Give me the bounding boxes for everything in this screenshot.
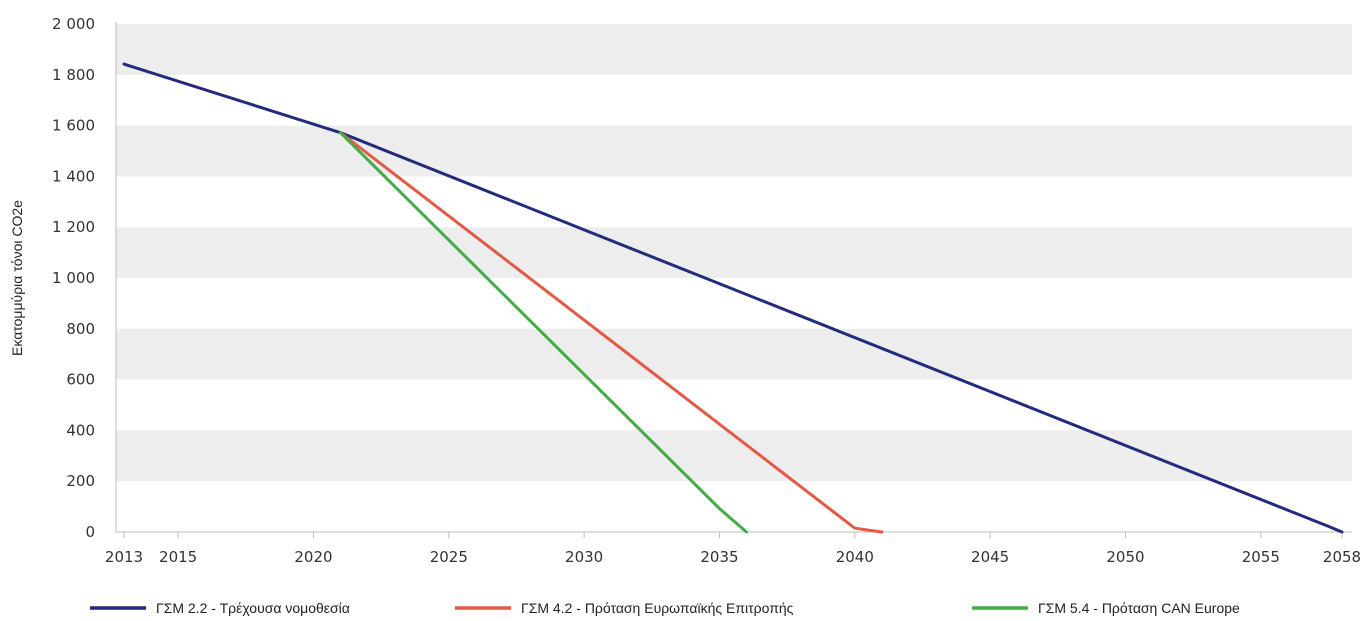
- x-tick-label: 2025: [430, 548, 468, 566]
- x-tick-labels: 2013 2015 2020 2025 2030 2035 2040 2045 2050 2055…: [105, 532, 1361, 566]
- x-tick-label: 2040: [836, 548, 874, 566]
- y-tick-label: 2 000: [52, 15, 95, 33]
- y-tick-label: 1 800: [52, 66, 95, 84]
- y-tick-label: 400: [66, 421, 95, 439]
- grid-band: [116, 227, 1352, 278]
- grid-band: [116, 328, 1352, 380]
- grid-band: [116, 24, 1352, 75]
- legend: ΓΣΜ 2.2 - Τρέχουσα νομοθεσία ΓΣΜ 4.2 - Πρ…: [90, 600, 1240, 616]
- y-tick-label: 1 000: [52, 269, 95, 287]
- x-tick-label: 2013: [105, 548, 143, 566]
- x-tick-label: 2058: [1323, 548, 1361, 566]
- grid-band: [116, 430, 1352, 482]
- y-tick-label: 800: [66, 320, 95, 338]
- y-tick-label: 0: [85, 523, 95, 541]
- y-tick-label: 1 400: [52, 167, 95, 185]
- y-tick-label: 1 600: [52, 117, 95, 135]
- x-tick-label: 2015: [159, 548, 197, 566]
- series-line: [339, 131, 884, 534]
- legend-label: ΓΣΜ 2.2 - Τρέχουσα νομοθεσία: [156, 600, 350, 616]
- legend-label: ΓΣΜ 4.2 - Πρόταση Ευρωπαϊκής Επιτροπής: [521, 600, 794, 616]
- y-tick-label: 200: [66, 472, 95, 490]
- x-tick-label: 2050: [1106, 548, 1144, 566]
- legend-label: ΓΣΜ 5.4 - Πρόταση CAN Europe: [1038, 600, 1240, 616]
- x-tick-label: 2035: [700, 548, 738, 566]
- series-line: [339, 131, 748, 534]
- x-tick-label: 2055: [1242, 548, 1280, 566]
- series-line: [122, 62, 1344, 534]
- x-tick-label: 2045: [971, 548, 1009, 566]
- grid-band: [116, 125, 1352, 177]
- y-axis-label: Εκατομμύρια τόνοι CO2e: [9, 200, 25, 356]
- axes: [115, 22, 1352, 533]
- x-tick-label: 2020: [294, 548, 332, 566]
- y-tick-label: 600: [66, 371, 95, 389]
- y-tick-label: 1 200: [52, 218, 95, 236]
- y-tick-labels: 0 200 400 600 800 1 000 1 200 1 400 1 600 1 800 2 …: [52, 15, 95, 541]
- x-tick-label: 2030: [565, 548, 603, 566]
- series-lines: [122, 62, 1344, 534]
- grid-bands: [116, 24, 1352, 482]
